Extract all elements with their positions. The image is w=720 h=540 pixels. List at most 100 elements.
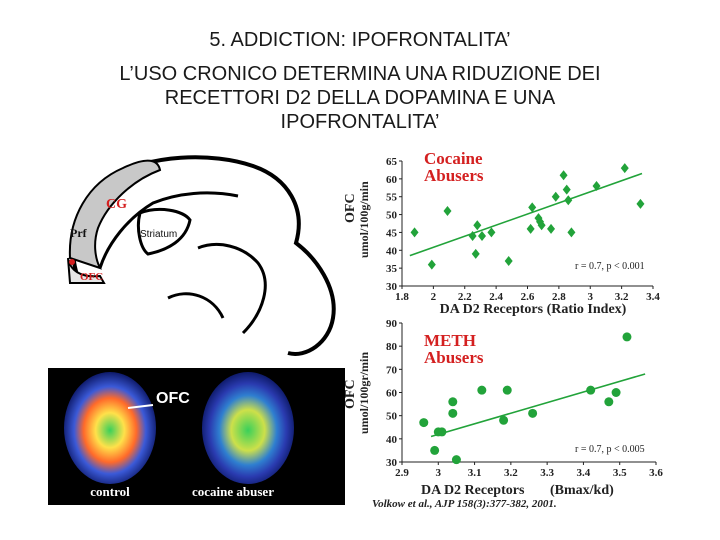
ofc-pointer xyxy=(127,404,154,409)
chart-ylabel-line2: umol/100g/min xyxy=(357,181,371,258)
brain-diagram: CG Prf Striatum OFC xyxy=(48,148,345,360)
cocaine-x-tick-label: 2.8 xyxy=(552,291,566,303)
meth-x-tick-label: 3.4 xyxy=(577,467,591,479)
cocaine-data-point xyxy=(473,220,482,231)
cocaine-y-tick-label: 35 xyxy=(386,263,398,275)
meth-data-point xyxy=(622,332,632,342)
chart-title-line1: Cocaine xyxy=(424,149,483,168)
slide-title: 5. ADDICTION: IPOFRONTALITA’ xyxy=(209,29,511,51)
cocaine-chart: OFC umol/100g/min 30 35 40 45 50 55 60 65 1.8 2 2.… xyxy=(343,149,660,317)
prf-label: Prf xyxy=(70,226,88,240)
meth-y-tick-label: 40 xyxy=(386,434,398,446)
cocaine-data-point xyxy=(534,213,543,224)
meth-data-point xyxy=(502,385,512,395)
cocaine-data-point xyxy=(620,163,629,174)
ofc-label: OFC xyxy=(80,271,103,283)
cocaine-data-point xyxy=(471,248,480,259)
abuser-scan xyxy=(202,372,294,484)
meth-data-point xyxy=(604,397,614,407)
cocaine-y-tick-label: 40 xyxy=(386,245,398,257)
lower-fold xyxy=(197,243,267,335)
cocaine-data-point xyxy=(504,256,513,266)
chart-title-line1: METH xyxy=(424,331,476,350)
cocaine-x-tick-label: 3.2 xyxy=(615,291,629,303)
cocaine-x-tick-label: 2.2 xyxy=(458,291,472,303)
cocaine-data-point xyxy=(427,259,436,270)
cocaine-data-point xyxy=(551,191,560,202)
meth-y-tick-label: 70 xyxy=(386,364,398,376)
subtitle-row: RECETTORI D2 DELLA DOPAMINA E UNA xyxy=(164,87,556,109)
meth-data-point xyxy=(419,418,429,428)
chart-ylabel-line1: OFC xyxy=(343,193,358,223)
chart-ylabel-line1: OFC xyxy=(343,379,358,409)
inner-fold xyxy=(98,191,239,269)
meth-data-point xyxy=(437,427,447,437)
meth-data-point xyxy=(477,385,487,395)
meth-data-point xyxy=(448,408,458,418)
cocaine-data-point xyxy=(526,223,535,234)
meth-data-point xyxy=(528,408,538,418)
cocaine-trendline xyxy=(409,172,643,257)
cocaine-data-point xyxy=(537,220,546,231)
cocaine-y-tick-label: 50 xyxy=(386,210,398,222)
cocaine-x-tick-label: 2.6 xyxy=(521,291,535,303)
chart-title-line2: Abusers xyxy=(424,348,484,367)
cocaine-y-tick-label: 55 xyxy=(386,192,398,204)
cocaine-data-point xyxy=(528,202,537,213)
meth-x-tick-label: 3 xyxy=(436,467,442,479)
cocaine-data-point xyxy=(559,170,568,181)
cocaine-data-point xyxy=(547,223,556,234)
cocaine-x-tick-label: 1.8 xyxy=(395,291,409,303)
meth-y-tick-label: 80 xyxy=(386,341,398,353)
cocaine-data-point xyxy=(562,184,571,195)
meth-y-tick-label: 30 xyxy=(386,457,398,469)
subtitle-row: L’USO CRONICO DETERMINA UNA RIDUZIONE DE… xyxy=(119,63,601,85)
meth-y-tick-label: 90 xyxy=(386,318,398,330)
cocaine-data-point xyxy=(478,231,487,241)
chart-ylabel-line2: umol/100gr/min xyxy=(357,352,371,434)
meth-x-tick-label: 3.1 xyxy=(468,467,482,479)
cg-label: CG xyxy=(106,197,127,212)
ofc-marker xyxy=(69,259,75,265)
chart-xlabel: DA D2 Receptors (Ratio Index) xyxy=(440,302,627,317)
meth-data-point xyxy=(586,385,596,395)
meth-data-point xyxy=(448,397,458,407)
cocaine-y-tick-label: 60 xyxy=(386,174,398,186)
cocaine-data-point xyxy=(592,181,601,191)
slide-subtitle: L’USO CRONICO DETERMINA UNA RIDUZIONE DE… xyxy=(0,62,720,134)
lower-fold-2 xyxy=(167,292,225,319)
pet-scans: OFC control cocaine abuser xyxy=(48,368,345,505)
chart-xlabel-part1: DA D2 Receptors xyxy=(421,483,525,498)
meth-data-point xyxy=(451,455,461,465)
cocaine-y-tick-label: 45 xyxy=(386,227,398,239)
meth-data-point xyxy=(611,388,621,397)
control-scan xyxy=(64,372,156,484)
meth-chart: OFC umol/100gr/min 30 40 50 60 70 80 90 2.9 3 3.1… xyxy=(343,318,663,510)
cocaine-data-point xyxy=(487,227,496,238)
cocaine-data-point xyxy=(636,198,645,209)
control-caption: control xyxy=(90,484,130,499)
meth-trendline xyxy=(430,373,646,438)
citation: Volkow et al., AJP 158(3):377-382, 2001. xyxy=(372,498,557,510)
cocaine-data-point xyxy=(443,206,452,216)
cocaine-data-point xyxy=(468,231,477,241)
cocaine-data-point xyxy=(564,195,573,206)
chart-annotation: r = 0.7, p < 0.001 xyxy=(575,261,645,272)
subtitle-row: IPOFRONTALITA’ xyxy=(280,111,440,133)
abuser-caption: cocaine abuser xyxy=(192,484,274,499)
meth-data-point xyxy=(499,415,509,425)
cocaine-data-point xyxy=(410,227,419,238)
striatum-shape xyxy=(136,208,192,256)
cortex-region xyxy=(68,159,162,270)
striatum-label: Striatum xyxy=(140,229,177,240)
chart-annotation: r = 0.7, p < 0.005 xyxy=(575,444,645,455)
meth-x-tick-label: 2.9 xyxy=(395,467,409,479)
cocaine-data-point xyxy=(567,227,576,238)
cocaine-y-tick-label: 30 xyxy=(386,281,398,293)
meth-x-tick-label: 3.5 xyxy=(613,467,627,479)
cocaine-x-tick-label: 3.4 xyxy=(646,291,660,303)
chart-title-line2: Abusers xyxy=(424,166,484,185)
cocaine-y-tick-label: 65 xyxy=(386,156,398,168)
chart-xlabel-part2: (Bmax/kd) xyxy=(550,483,614,498)
meth-x-tick-label: 3.3 xyxy=(540,467,554,479)
